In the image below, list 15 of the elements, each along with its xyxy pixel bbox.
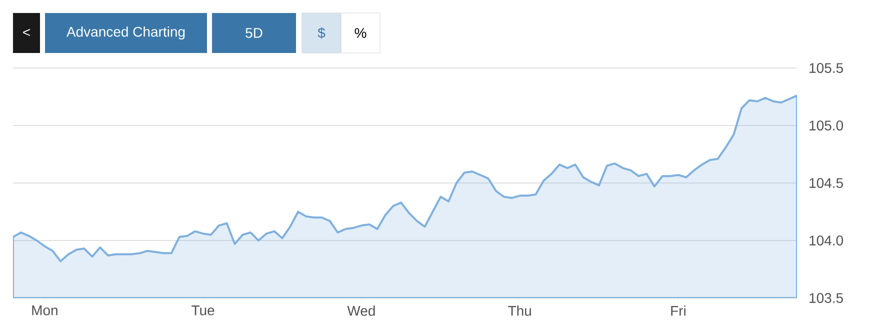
- text: $: [318, 27, 326, 39]
- x-tick-label: Fri: [671, 306, 686, 316]
- y-tick-label: 104.0: [810, 236, 844, 246]
- x-tick-label: Tue: [192, 306, 214, 316]
- x-tick-label: Thu: [508, 306, 531, 316]
- text: <: [23, 28, 30, 36]
- y-tick-label: 105.5: [810, 63, 843, 73]
- text: 5D: [246, 28, 262, 38]
- y-tick-label: 103.5: [810, 293, 843, 303]
- text: Advanced Charting: [66, 26, 185, 40]
- x-tick-label: Mon: [32, 306, 58, 316]
- text: %: [354, 28, 366, 38]
- y-tick-label: 104.5: [810, 178, 843, 188]
- y-tick-label: 105.0: [810, 120, 844, 130]
- x-tick-label: Wed: [347, 306, 375, 316]
